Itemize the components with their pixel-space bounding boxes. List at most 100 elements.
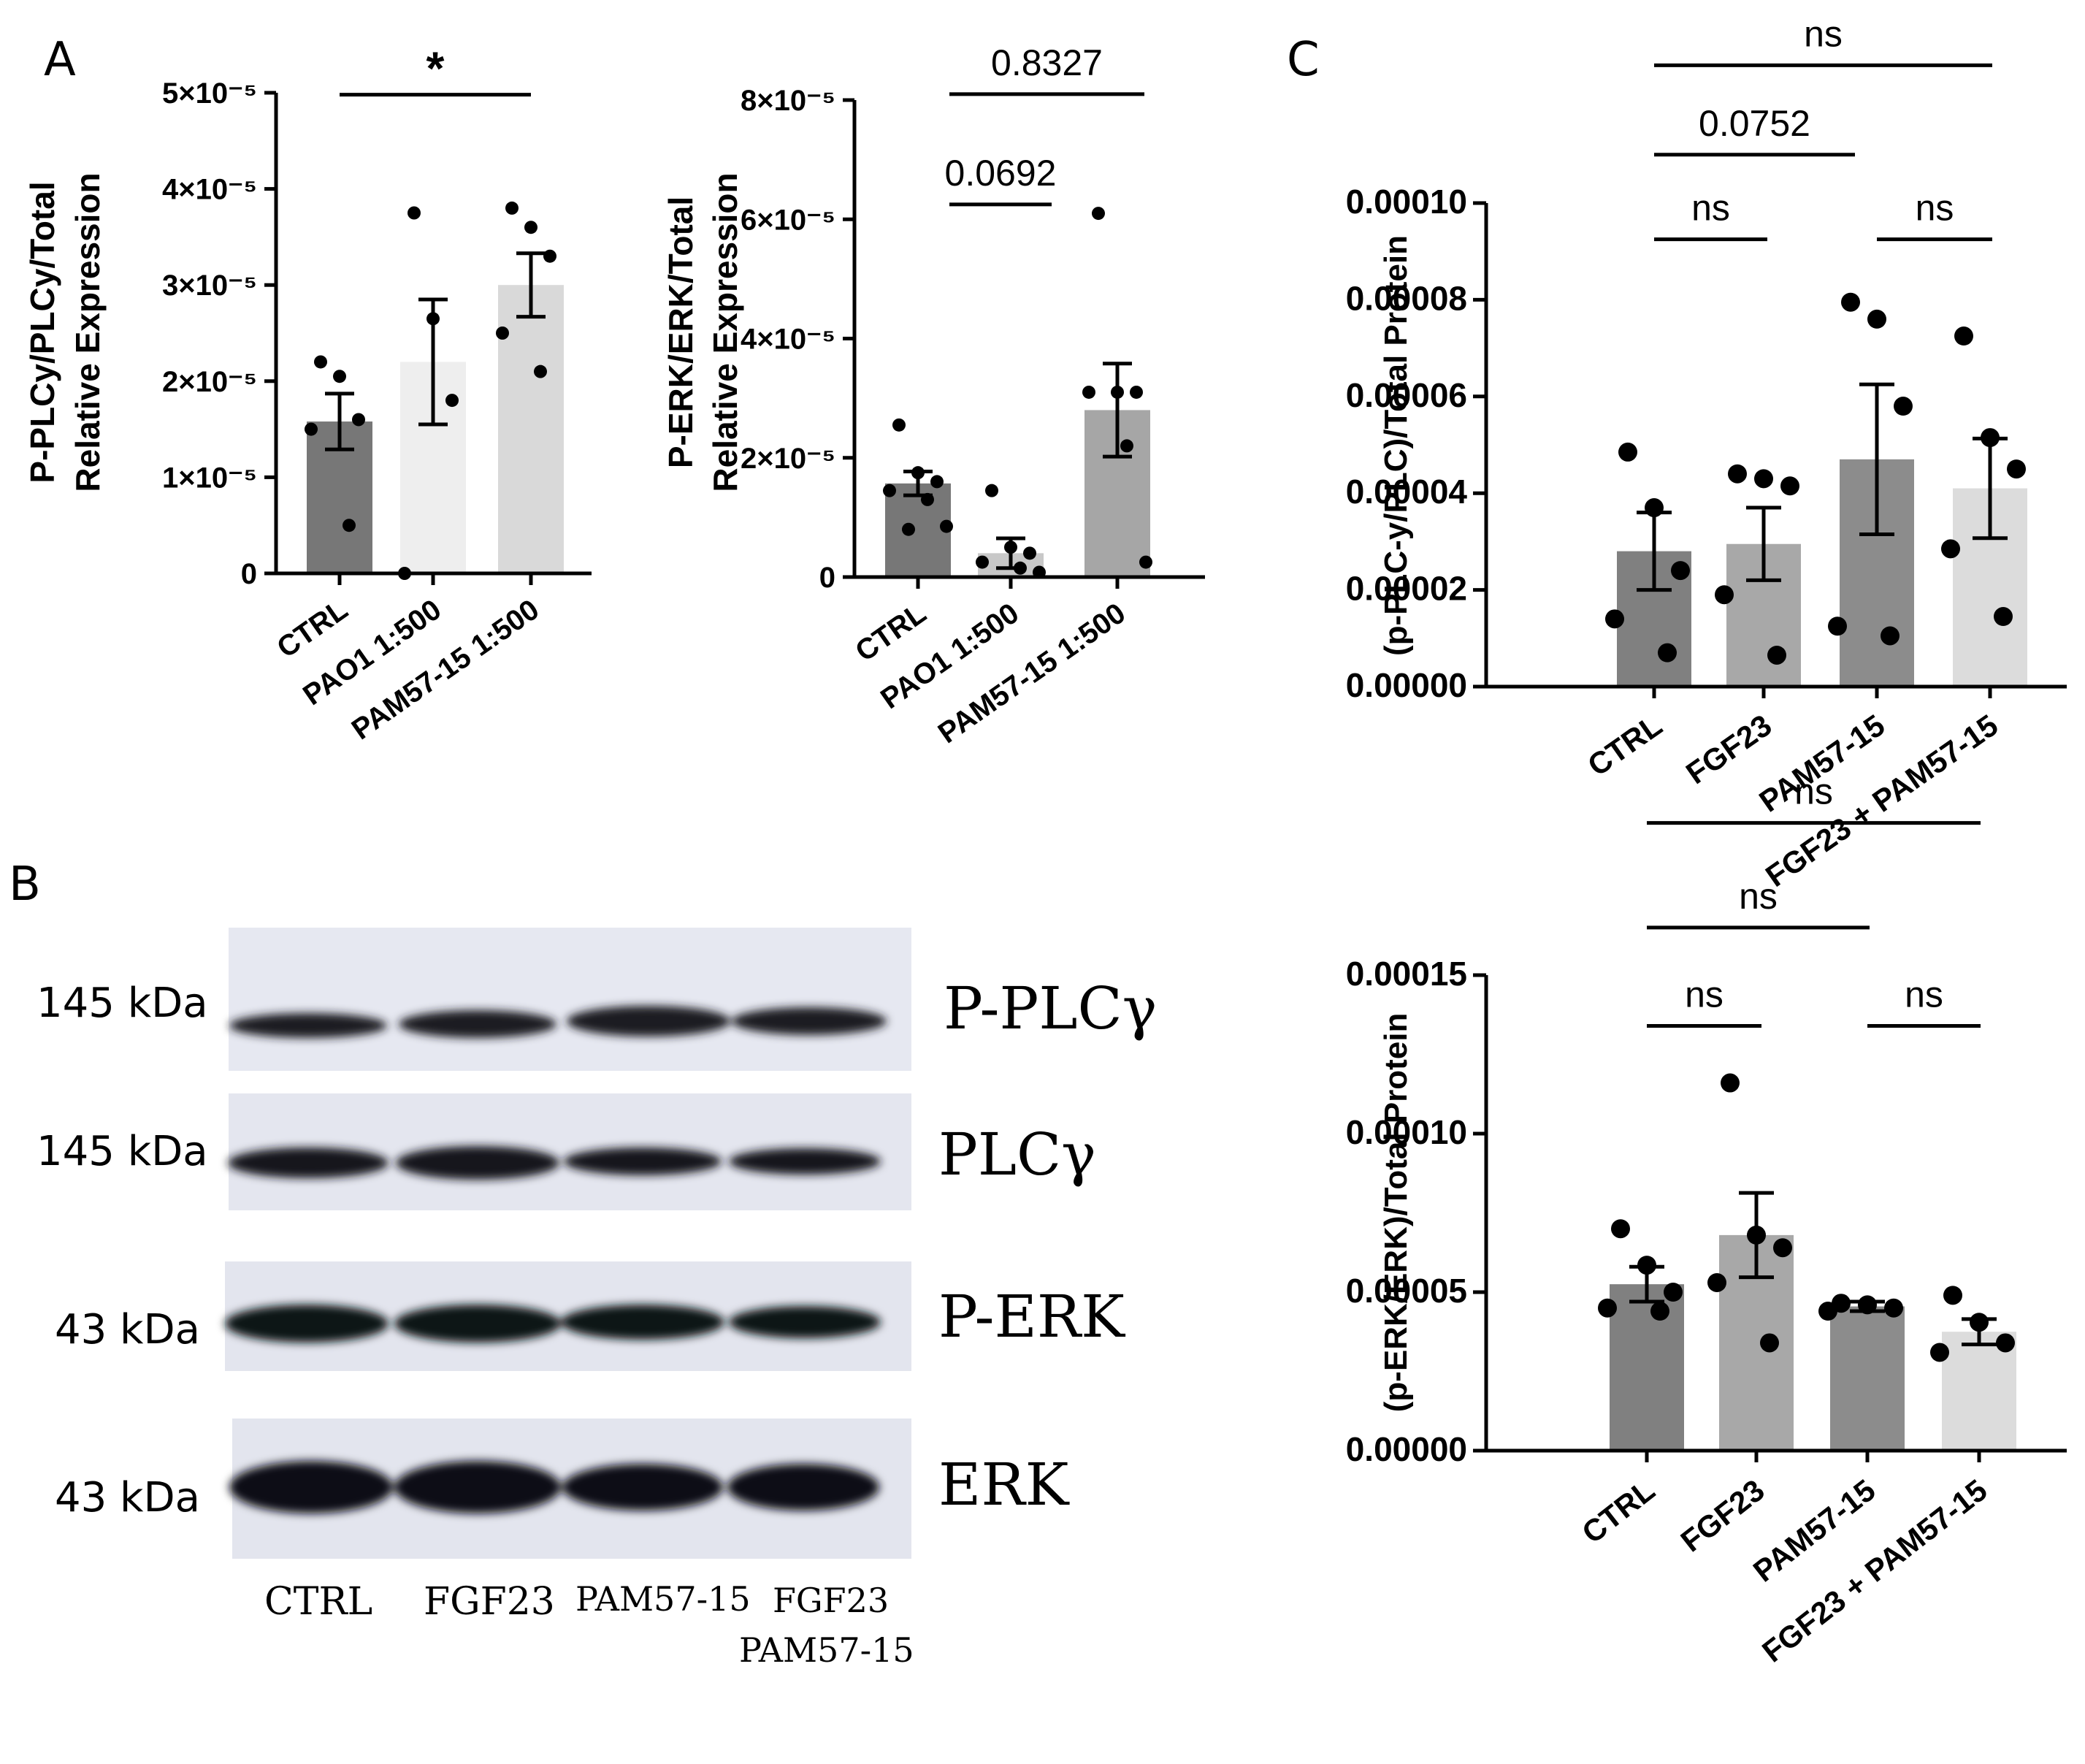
comparison-label: ns bbox=[1739, 876, 1778, 917]
blot-lane-label: FGF23 bbox=[773, 1581, 889, 1620]
data-point bbox=[1754, 469, 1773, 489]
data-point bbox=[985, 484, 998, 497]
x-tick-label: PAM57-15 1:500 bbox=[346, 593, 545, 746]
y-tick-label: 0.00010 bbox=[1346, 1113, 1467, 1151]
data-point bbox=[1773, 1238, 1792, 1258]
y-tick-label: 4×10⁻⁵ bbox=[741, 324, 835, 356]
data-point bbox=[333, 370, 346, 383]
blot-protein-label: P-ERK bbox=[938, 1283, 1125, 1351]
data-point bbox=[1707, 1272, 1726, 1292]
blot-bands bbox=[225, 1305, 881, 1343]
data-point bbox=[1828, 616, 1847, 636]
x-tick-label: CTRL bbox=[1575, 1473, 1661, 1550]
data-point bbox=[1884, 1298, 1903, 1318]
y-tick-label: 0.00008 bbox=[1346, 279, 1467, 317]
bar bbox=[1830, 1306, 1905, 1451]
chart-a1: 01×10⁻⁵2×10⁻⁵3×10⁻⁵4×10⁻⁵5×10⁻⁵CTRLPAO1 … bbox=[23, 42, 592, 746]
blot-strip bbox=[229, 928, 911, 1071]
blot-protein-label: P-PLCγ bbox=[944, 974, 1157, 1042]
data-point bbox=[892, 418, 906, 432]
data-point bbox=[1867, 309, 1886, 329]
data-point bbox=[2007, 459, 2026, 479]
data-point bbox=[1954, 327, 1973, 346]
data-point bbox=[1881, 626, 1900, 646]
data-point bbox=[314, 355, 327, 369]
x-tick-label: FGF23 bbox=[1675, 1473, 1771, 1559]
y-axis-label: P-PLCy/PLCy/Total bbox=[23, 181, 61, 483]
comparison-label: ns bbox=[1794, 771, 1833, 812]
data-point bbox=[1841, 292, 1860, 312]
y-axis-label: Relative Expression bbox=[706, 172, 744, 492]
blot-band bbox=[229, 1461, 393, 1513]
data-point bbox=[1605, 609, 1624, 629]
data-point bbox=[343, 519, 356, 532]
data-point bbox=[496, 327, 509, 340]
x-tick-label: FGF23 bbox=[1680, 708, 1778, 790]
y-tick-label: 0.00000 bbox=[1346, 666, 1467, 704]
data-point bbox=[1650, 1302, 1669, 1321]
blot-protein-label: PLCγ bbox=[938, 1120, 1096, 1188]
data-point bbox=[1664, 1283, 1683, 1302]
blot-kda-label: 145 kDa bbox=[37, 1128, 208, 1175]
data-point bbox=[1598, 1298, 1617, 1318]
blot-band bbox=[394, 1305, 561, 1343]
data-point bbox=[534, 364, 547, 378]
blot-bands bbox=[228, 1146, 881, 1180]
blot-band bbox=[564, 1148, 722, 1175]
data-point bbox=[1611, 1219, 1630, 1239]
blot-band bbox=[394, 1461, 561, 1513]
data-point bbox=[1894, 397, 1913, 416]
data-point bbox=[1618, 442, 1637, 462]
y-axis-label: P-ERK/ERK/Total bbox=[662, 196, 700, 468]
y-tick-label: 3×10⁻⁵ bbox=[162, 270, 257, 302]
blot-bands bbox=[229, 1006, 887, 1038]
y-axis-label: (p-ERK/ERK)/Total Protein bbox=[1378, 1013, 1414, 1413]
western-blot: 145 kDa 145 kDa 43 kDa 43 kDa P-PLCγ PLC… bbox=[37, 928, 1157, 1670]
y-tick-label: 4×10⁻⁵ bbox=[162, 174, 257, 206]
chart-c1: 0.00000 0.00002 0.00004 0.00006 0.00008 0.000… bbox=[1346, 13, 2067, 893]
comparison-label: ns bbox=[1691, 188, 1730, 229]
data-point bbox=[1818, 1302, 1837, 1321]
data-point bbox=[1930, 1343, 1949, 1362]
data-point bbox=[1994, 607, 2013, 627]
blot-band bbox=[229, 1013, 387, 1038]
data-point bbox=[883, 484, 896, 497]
data-point bbox=[1767, 645, 1786, 665]
data-point bbox=[1943, 1286, 1962, 1305]
bar bbox=[1610, 1284, 1684, 1451]
y-tick-label: 0.00005 bbox=[1346, 1272, 1467, 1310]
y-tick-label: 8×10⁻⁵ bbox=[741, 85, 835, 117]
y-tick-label: 0.00006 bbox=[1346, 376, 1467, 414]
y-tick-label: 0.00004 bbox=[1346, 473, 1468, 511]
blot-band bbox=[561, 1305, 724, 1340]
blot-lane-label: PAM57-15 bbox=[575, 1579, 751, 1619]
y-tick-label: 0.00000 bbox=[1346, 1430, 1467, 1468]
y-tick-label: 5×10⁻⁵ bbox=[162, 77, 257, 110]
y-tick-label: 1×10⁻⁵ bbox=[162, 462, 257, 494]
data-point bbox=[1120, 439, 1133, 453]
bar bbox=[498, 285, 564, 573]
panel-label-c: C bbox=[1287, 33, 1320, 87]
data-point bbox=[1721, 1073, 1740, 1093]
data-point bbox=[505, 201, 519, 215]
data-point bbox=[543, 249, 556, 263]
blot-band bbox=[399, 1010, 556, 1038]
bar bbox=[885, 483, 951, 577]
data-point bbox=[524, 221, 537, 234]
x-tick-label: CTRL bbox=[1581, 708, 1668, 783]
blot-kda-label: 145 kDa bbox=[37, 980, 208, 1027]
comparison-label: 0.8327 bbox=[991, 42, 1103, 83]
data-point bbox=[940, 519, 953, 533]
blot-band bbox=[732, 1007, 887, 1035]
data-point bbox=[305, 422, 318, 436]
blot-lane-label: CTRL bbox=[264, 1580, 372, 1624]
data-point bbox=[408, 206, 421, 220]
blot-kda-label: 43 kDa bbox=[55, 1474, 200, 1521]
y-tick-label: 2×10⁻⁵ bbox=[741, 443, 835, 475]
y-tick-label: 0 bbox=[819, 562, 835, 594]
y-tick-label: 6×10⁻⁵ bbox=[741, 204, 835, 236]
blot-protein-label: ERK bbox=[938, 1451, 1070, 1519]
data-point bbox=[1728, 464, 1747, 484]
